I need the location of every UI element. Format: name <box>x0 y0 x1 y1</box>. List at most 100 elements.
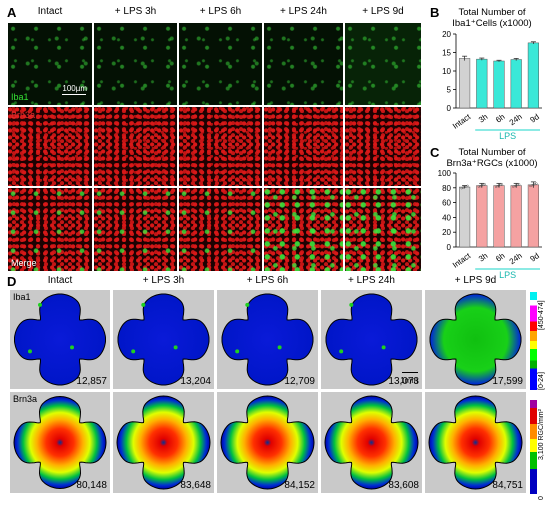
retina-shape <box>220 395 315 490</box>
bar-24h <box>510 59 522 109</box>
col-header-intact: Intact <box>37 6 63 17</box>
y-tick-label: 100 <box>438 169 452 178</box>
x-tick-label: 3h <box>477 251 489 263</box>
brn3a-colour-scale <box>530 394 537 494</box>
y-tick-label: 0 <box>447 104 452 113</box>
micrograph-merge-lps-24h <box>264 188 343 271</box>
d-col-header-intact: Intact <box>47 275 73 286</box>
retina-map-iba1-2: 13,204 <box>113 290 214 389</box>
col-header-lps-9d: + LPS 9d <box>362 6 404 17</box>
x-tick-label: 6h <box>494 251 506 263</box>
retina-row-label: Iba1 <box>13 292 31 302</box>
data-point <box>535 182 538 185</box>
y-tick-label: 5 <box>447 86 452 95</box>
retina-shape <box>324 395 419 490</box>
bar-24h <box>510 185 522 248</box>
chart-c-title: Total Number of Brn3a⁺RGCs (x1000) <box>446 147 538 169</box>
bar-intact <box>459 186 471 248</box>
micrograph-iba1-lps-3h <box>94 23 177 105</box>
retina-count: 84,751 <box>492 480 523 491</box>
panel-label-b: B <box>430 5 440 20</box>
retina-count: 80,148 <box>76 480 107 491</box>
x-tick-label: 24h <box>508 251 524 266</box>
lps-group-label: LPS <box>499 270 516 280</box>
y-tick-label: 60 <box>442 199 451 208</box>
d-col-header-lps-6h: + LPS 6h <box>246 275 289 286</box>
retina-count: 13,204 <box>180 376 211 387</box>
retina-count: 83,648 <box>180 480 211 491</box>
micrograph-merge-lps-9d <box>345 188 421 271</box>
x-tick-label: 9d <box>529 251 541 263</box>
panel-label-c: C <box>430 145 440 160</box>
map-scale-bar-label: 1mm <box>400 376 418 385</box>
data-point <box>500 183 504 186</box>
iba1-scale-top-label: [450-474] <box>538 300 545 330</box>
retina-row-label: Brn3a <box>13 394 38 404</box>
x-tick-label: 9d <box>529 112 541 124</box>
micrograph-brn3a-intact: Brn3a <box>8 107 92 186</box>
iba1-scale-bottom-label: [0-24] <box>538 372 545 390</box>
retina-map-iba1-3: 12,709 <box>217 290 318 389</box>
iba1-bar-chart: 0 5 10 15 20 Intact 3h 6h 24h 9d LPS <box>442 30 542 141</box>
y-tick-label: 80 <box>442 184 451 193</box>
map-scale-bar-line <box>402 372 418 373</box>
micrograph-merge-lps-3h <box>94 188 177 271</box>
micrograph-iba1-lps-6h <box>179 23 262 105</box>
d-col-header-lps-9d: + LPS 9d <box>454 275 497 286</box>
retina-shape <box>221 293 314 386</box>
retina-map-brn3a-1: 80,148 Brn3a <box>10 392 110 493</box>
micrograph-brn3a-lps-24h <box>264 107 343 186</box>
brn3a-bar-chart: 0 20 40 60 80 100 Intact 3h 6h 24h 9d LPS <box>438 169 542 280</box>
y-tick-label: 40 <box>442 213 451 222</box>
retina-map-iba1-1: 12,857 Iba1 <box>10 290 110 389</box>
y-tick-label: 20 <box>442 228 451 237</box>
data-point <box>518 183 521 186</box>
brn3a-scale-bottom-label: 0 <box>538 496 545 500</box>
micrograph-brn3a-lps-9d <box>345 107 421 186</box>
retina-shape <box>428 395 523 490</box>
micrograph-iba1-lps-9d <box>345 23 421 105</box>
micrograph-merge-intact: Merge <box>8 188 92 271</box>
x-tick-label: 6h <box>494 112 506 124</box>
chart-b-title: Total Number of Iba1⁺Cells (x1000) <box>452 7 532 29</box>
bar-6h <box>493 60 505 109</box>
retina-count: 83,608 <box>388 480 419 491</box>
panel-label-a: A <box>7 5 17 20</box>
retina-map-brn3a-5: 84,751 <box>425 392 526 493</box>
retina-count: 12,857 <box>76 376 107 387</box>
bar-9d <box>527 42 539 109</box>
retina-map-brn3a-3: 84,152 <box>217 392 318 493</box>
y-tick-label: 15 <box>442 49 451 58</box>
micrograph-iba1-lps-24h <box>264 23 343 105</box>
row-label-merge: Merge <box>11 258 37 268</box>
data-point <box>483 183 486 186</box>
x-tick-label: Intact <box>451 112 473 131</box>
bar-9d <box>527 184 539 248</box>
retina-shape <box>429 293 522 386</box>
retina-shape <box>13 395 107 490</box>
bar-3h <box>476 58 488 109</box>
retina-count: 84,152 <box>284 480 315 491</box>
panel-label-d: D <box>7 274 17 289</box>
micrograph-brn3a-lps-6h <box>179 107 262 186</box>
micrograph-iba1-intact: Iba1 100µm <box>8 23 92 105</box>
bar-6h <box>493 185 505 248</box>
micrograph-brn3a-lps-3h <box>94 107 177 186</box>
retina-map-brn3a-4: 83,608 <box>321 392 422 493</box>
retina-count: 12,709 <box>284 376 315 387</box>
y-tick-label: 10 <box>442 67 451 76</box>
retina-shape <box>14 293 106 386</box>
col-header-lps-6h: + LPS 6h <box>199 6 242 17</box>
retina-shape <box>325 293 418 386</box>
scale-bar-line <box>62 94 86 95</box>
brn3a-scale-top-label: 3,100 RGC/mm² <box>538 409 545 460</box>
iba1-colour-scale <box>530 292 537 390</box>
micrograph-merge-lps-6h <box>179 188 262 271</box>
d-col-header-lps-3h: + LPS 3h <box>142 275 185 286</box>
col-header-lps-24h: + LPS 24h <box>280 6 327 17</box>
row-label-iba1: Iba1 <box>11 92 29 102</box>
scale-bar-label: 100µm <box>62 84 87 93</box>
x-tick-label: 24h <box>508 112 524 127</box>
retina-map-brn3a-2: 83,648 <box>113 392 214 493</box>
bar-intact <box>459 58 471 109</box>
